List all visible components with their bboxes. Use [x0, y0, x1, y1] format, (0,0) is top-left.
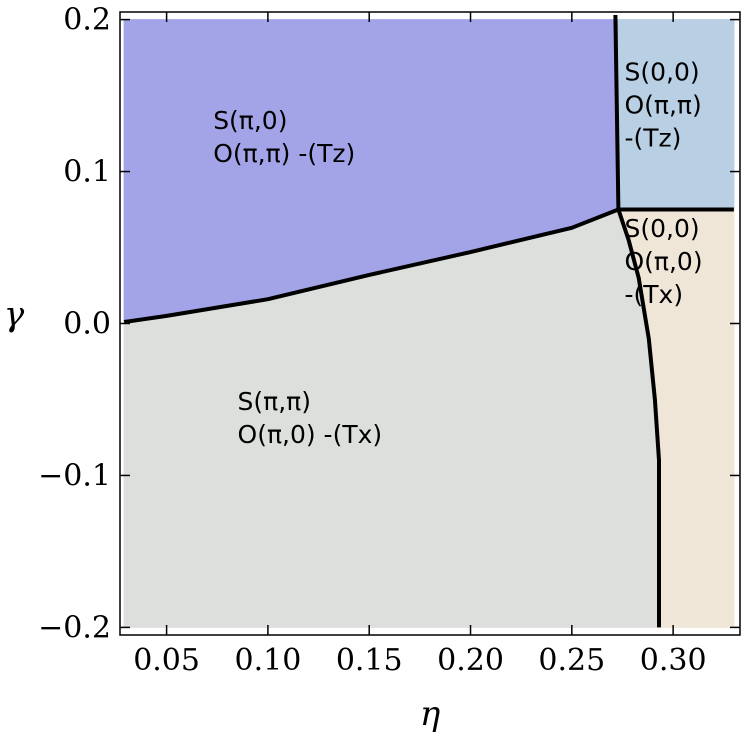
region-label-4: S(π,π) O(π,0) -(Tx) — [238, 387, 383, 449]
x-tick-label: 0.25 — [538, 643, 605, 678]
region-label-line: S(0,0) — [625, 57, 700, 86]
region-label-line: S(π,0) — [213, 106, 287, 135]
y-tick-label: 0.0 — [63, 307, 111, 342]
region-label-line: O(π,π) — [625, 90, 702, 119]
region-label-1: S(π,0) O(π,π) -(Tz) — [213, 106, 355, 168]
phase-boundary-2 — [613, 14, 621, 210]
phase-boundary-4 — [616, 208, 661, 628]
region-label-line: -(Tz) — [625, 123, 682, 152]
region-labels: S(π,0) O(π,π) -(Tz)S(0,0) O(π,π) -(Tz)S(0,0… — [213, 57, 702, 449]
x-axis-label: η — [420, 694, 441, 734]
region-label-line: O(π,π) -(Tz) — [213, 139, 355, 168]
region-label-line: O(π,0) — [625, 247, 703, 276]
y-tick-label: 0.2 — [63, 3, 111, 38]
x-tick-label: 0.10 — [235, 643, 302, 678]
phase-boundary-1 — [123, 207, 620, 324]
y-axis-label: γ — [4, 295, 25, 335]
x-tick-label: 0.15 — [336, 643, 403, 678]
region-label-line: S(π,π) — [238, 387, 311, 416]
region-label-3: S(0,0) O(π,0) -(Tx) — [625, 214, 703, 309]
phase-boundaries — [123, 14, 734, 628]
region-label-line: S(0,0) — [625, 214, 700, 243]
region-label-line: O(π,0) -(Tx) — [238, 420, 383, 449]
x-tick-label: 0.05 — [133, 643, 200, 678]
y-tick-label: −0.1 — [38, 458, 111, 493]
region-label-2: S(0,0) O(π,π) -(Tz) — [625, 57, 702, 152]
x-tick-label: 0.30 — [640, 643, 707, 678]
x-tick-label: 0.20 — [437, 643, 504, 678]
y-tick-label: −0.2 — [38, 610, 111, 645]
phase-regions — [123, 19, 735, 628]
y-axis-ticks: 0.2 0.1 0.0 −0.1 −0.2 — [38, 3, 740, 645]
y-tick-label: 0.1 — [63, 155, 111, 190]
region-label-line: -(Tx) — [625, 280, 684, 309]
x-axis-ticks: 0.05 0.10 0.15 0.20 0.25 0.30 — [133, 12, 707, 678]
